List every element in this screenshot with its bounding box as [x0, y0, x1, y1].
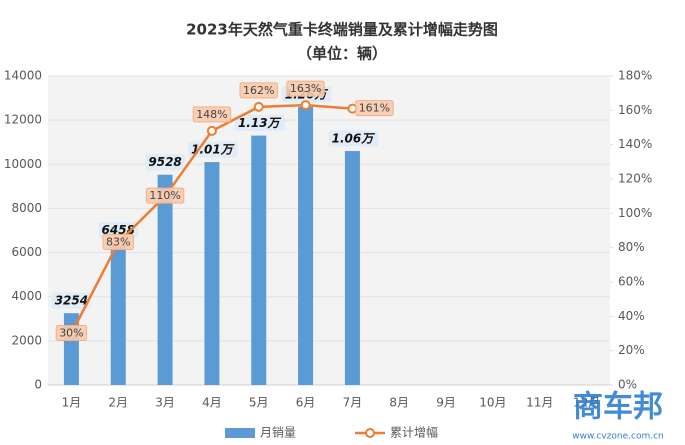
- y2-tick-label: 100%: [618, 206, 652, 220]
- data-label-box: [102, 234, 134, 251]
- y2-tick-label: 140%: [618, 137, 652, 151]
- data-label: 148%: [196, 108, 227, 121]
- watermark-brand: 商车邦: [573, 390, 663, 425]
- data-label: 163%: [290, 82, 321, 95]
- data-label: 162%: [243, 84, 274, 97]
- chart-subtitle: （单位：辆）: [297, 45, 387, 63]
- bar: [251, 135, 267, 385]
- x-tick-label: 7月: [343, 396, 363, 410]
- y2-tick-label: 120%: [618, 172, 652, 186]
- data-label: 30%: [59, 327, 83, 340]
- y2-tick-label: 0%: [618, 378, 637, 392]
- y-tick-label: 12000: [4, 113, 42, 127]
- chart-title: 2023年天然气重卡终端销量及累计增幅走势图: [186, 21, 498, 39]
- x-tick-label: 2月: [108, 396, 128, 410]
- data-label: 9528: [148, 155, 181, 169]
- bar: [157, 174, 173, 385]
- y2-tick-label: 60%: [618, 275, 645, 289]
- x-tick-label: 5月: [249, 396, 269, 410]
- data-label-box: [51, 292, 92, 309]
- y-tick-label: 2000: [11, 333, 42, 347]
- y-tick-label: 6000: [11, 245, 42, 259]
- y2-tick-label: 160%: [618, 103, 652, 117]
- x-tick-label: 1月: [62, 396, 82, 410]
- x-tick-label: 11月: [526, 396, 553, 410]
- data-label-box: [239, 82, 278, 99]
- y2-tick-label: 40%: [618, 309, 645, 323]
- data-label-box: [192, 106, 232, 123]
- x-tick-label: 8月: [389, 396, 409, 410]
- legend-label: 月销量: [260, 426, 296, 440]
- y-tick-label: 14000: [4, 69, 42, 83]
- data-label-box: [55, 325, 88, 341]
- line-marker: [206, 125, 217, 136]
- bar: [110, 242, 126, 385]
- data-label: 3254: [55, 294, 88, 308]
- x-tick-label: 9月: [436, 396, 456, 410]
- data-label-box: [234, 115, 285, 132]
- bar: [344, 151, 360, 385]
- data-label: 83%: [106, 236, 130, 249]
- legend-swatch: [225, 428, 255, 438]
- plot-area: [48, 76, 610, 385]
- line-marker: [300, 100, 311, 111]
- x-tick-label: 12月: [573, 396, 600, 410]
- y2-tick-label: 180%: [618, 69, 652, 83]
- bar: [298, 106, 314, 386]
- x-tick-label: 3月: [155, 396, 175, 410]
- data-label-box: [286, 80, 325, 97]
- data-label-box: [145, 187, 185, 204]
- y-tick-label: 0: [34, 378, 42, 392]
- data-label-box: [145, 154, 185, 171]
- bar: [204, 162, 220, 385]
- y-tick-label: 8000: [11, 201, 42, 215]
- data-label-box: [355, 100, 394, 117]
- legend-label: 累计增幅: [390, 425, 438, 440]
- legend-swatch: [365, 428, 375, 438]
- data-label: 1.06万: [332, 132, 376, 146]
- data-label: 161%: [359, 102, 390, 115]
- y-tick-label: 4000: [11, 289, 42, 303]
- y-tick-label: 10000: [4, 157, 42, 171]
- data-label: 110%: [149, 189, 180, 202]
- x-tick-label: 10月: [479, 396, 506, 410]
- data-label: 1.13万: [238, 116, 282, 130]
- y2-tick-label: 20%: [618, 343, 645, 357]
- data-label-box: [328, 130, 379, 147]
- x-tick-label: 6月: [296, 396, 316, 410]
- line-marker: [253, 101, 264, 112]
- watermark-url: www.cvzone.com.cn: [572, 432, 663, 442]
- y2-tick-label: 80%: [618, 240, 645, 254]
- x-tick-label: 4月: [202, 396, 222, 410]
